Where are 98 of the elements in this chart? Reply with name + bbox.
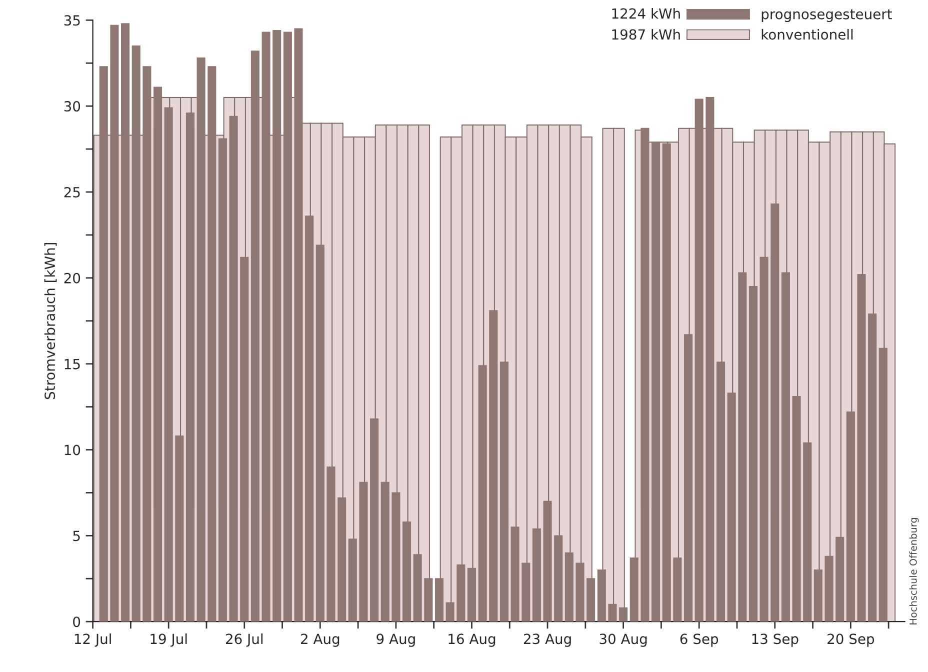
y-tick-label: 30: [64, 101, 80, 112]
bar: [262, 32, 270, 622]
bar: [380, 482, 390, 622]
bar: [652, 142, 660, 622]
bar: [706, 97, 714, 622]
bar: [424, 578, 433, 622]
y-tick-label: 10: [64, 444, 80, 456]
text: Hochschule Offenburg: [909, 518, 919, 624]
bar: [803, 442, 812, 622]
bar: [250, 50, 260, 622]
x-tick-label: 6 Sep: [680, 634, 718, 647]
bar: [586, 578, 596, 622]
bar: [489, 310, 498, 622]
bar: [175, 436, 184, 622]
bar: [316, 244, 324, 622]
legend-label: konventionell: [762, 28, 853, 40]
bar: [781, 272, 790, 622]
bar: [240, 256, 249, 622]
bar: [597, 570, 606, 622]
bar: [402, 521, 412, 622]
y-tick-label: 35: [64, 15, 80, 26]
bar: [684, 334, 693, 622]
y-tick-label: 5: [73, 530, 80, 542]
bar: [564, 552, 574, 622]
x-tick-label: 2 Aug: [300, 634, 340, 647]
bar: [543, 500, 552, 622]
bar: [846, 411, 855, 622]
bar: [824, 556, 834, 622]
bar: [868, 314, 877, 622]
bar: [716, 362, 726, 622]
annotation: 1987 kWh: [612, 28, 680, 40]
bar: [554, 535, 563, 622]
bar: [619, 607, 628, 622]
x-tick-label: 13 Sep: [752, 634, 798, 647]
bar: [413, 554, 422, 622]
y-tick-label: 15: [64, 358, 80, 370]
bar: [99, 66, 108, 622]
bar: [857, 274, 866, 622]
bar: [446, 602, 454, 622]
bar: [392, 492, 400, 622]
bar: [500, 362, 508, 622]
bar: [164, 107, 173, 622]
bar: [229, 116, 238, 622]
legend-label: prognosegesteuert: [762, 9, 892, 22]
bar: [370, 418, 379, 622]
bar: [326, 466, 336, 622]
x-tick-label: 30 Aug: [600, 634, 647, 647]
x-tick-label: 16 Aug: [448, 634, 496, 647]
bar: [218, 138, 227, 622]
x-tick-label: 26 Jul: [226, 633, 262, 647]
bar: [434, 578, 444, 622]
x-tick-label: 23 Aug: [524, 634, 571, 647]
y-tick-label: 0: [73, 616, 80, 628]
bar: [694, 98, 704, 622]
bar: [110, 24, 119, 622]
bar: [338, 497, 346, 622]
bar: [272, 30, 282, 622]
bar: [294, 28, 303, 622]
bar: [770, 204, 780, 622]
bar: [359, 482, 368, 622]
bar: [814, 570, 822, 622]
bar: [305, 216, 314, 622]
bar: [283, 32, 292, 622]
bar: [738, 272, 747, 622]
bar: [121, 23, 130, 622]
x-tick-label: 19 Jul: [150, 633, 187, 647]
bar: [132, 45, 140, 622]
bar: [522, 562, 530, 622]
bar: [662, 143, 671, 622]
x-tick-label: 20 Sep: [828, 634, 874, 647]
bar: [510, 526, 520, 622]
bar: [836, 536, 844, 622]
bar: [576, 562, 584, 622]
y-tick-label: 25: [64, 186, 80, 198]
bar: [348, 538, 357, 622]
y-axis-title: Stromverbrauch [kWh]: [44, 242, 57, 400]
bar: [478, 365, 487, 622]
bar: [196, 57, 206, 622]
bar: [792, 396, 801, 622]
bar: [153, 86, 162, 622]
bar: [456, 564, 466, 622]
bar: [142, 66, 152, 622]
y-tick-label: 20: [64, 272, 80, 284]
bar: [467, 568, 476, 622]
x-tick-label: 12 Jul: [74, 633, 111, 647]
x-tick-label: 9 Aug: [376, 634, 415, 647]
bar: [186, 112, 195, 622]
bar: [673, 558, 682, 622]
bar: [208, 66, 216, 622]
bar: [760, 256, 768, 622]
bar: [532, 528, 541, 622]
bar: [608, 604, 617, 622]
bar: [727, 392, 736, 622]
bar: [630, 558, 638, 622]
text: 1224 kWh: [612, 8, 680, 19]
bar: [640, 128, 650, 622]
bar: [748, 286, 758, 622]
bar: [878, 348, 888, 622]
